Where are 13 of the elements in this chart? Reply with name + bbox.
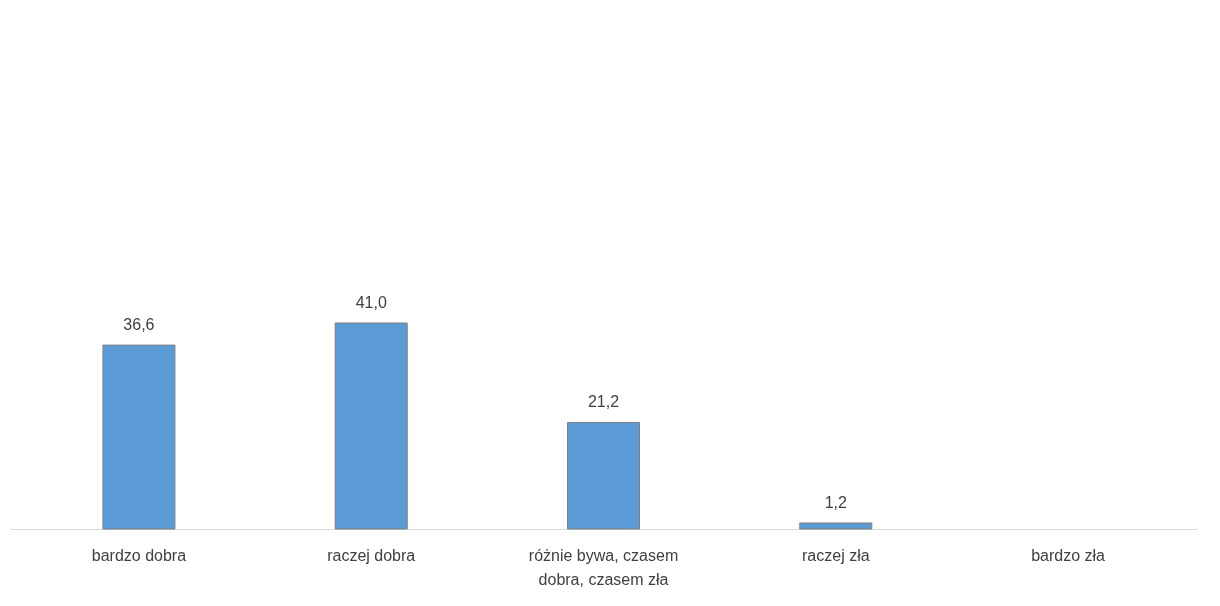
bar: [567, 421, 640, 530]
bar: [334, 322, 408, 530]
x-tick-label: bardzo dobra: [91, 546, 187, 564]
bar: [102, 344, 176, 530]
x-tick-label: raczej dobra: [327, 546, 416, 564]
x-tick-label: różnie bywa, czasem dobra, czasem zła: [528, 546, 679, 588]
data-label: 1,2: [824, 493, 848, 511]
data-label: 21,2: [587, 393, 620, 411]
bar: [799, 522, 873, 530]
data-label: 36,6: [123, 316, 155, 334]
x-tick-label: bardzo zła: [1031, 546, 1106, 564]
x-tick-label: raczej zła: [802, 546, 870, 564]
data-label: 41,0: [355, 294, 387, 311]
